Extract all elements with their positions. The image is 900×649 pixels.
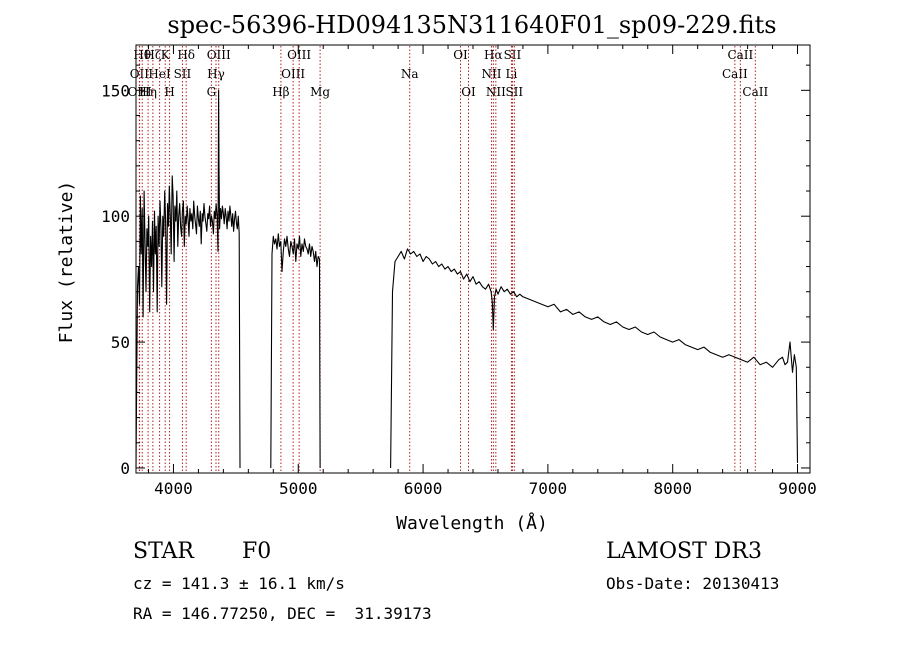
x-tick-label: 7000	[529, 479, 568, 498]
x-tick-label: 4000	[154, 479, 193, 498]
object-type: STAR	[133, 539, 194, 564]
marker-label: SII	[504, 48, 522, 62]
marker-label: Hθ	[133, 48, 151, 62]
marker-label: Mg	[310, 85, 330, 99]
marker-label: SII	[505, 85, 523, 99]
observation-date: Obs-Date: 20130413	[606, 574, 780, 593]
plot-frame	[135, 44, 811, 474]
marker-label: K	[161, 48, 171, 62]
x-tick-label: 9000	[778, 479, 817, 498]
marker-label: OI	[461, 85, 476, 99]
line-markers: OIIOIIIHθHηHζHeIKHSIIHδGHγOIIIHβOIIIOIII…	[128, 46, 768, 472]
marker-label: OIII	[287, 48, 311, 62]
survey-label: LAMOST DR3	[606, 539, 762, 564]
marker-label: CaII	[727, 48, 753, 62]
marker-label: Hβ	[272, 85, 289, 99]
marker-label: Hα	[484, 48, 503, 62]
spectrum-segment-1	[135, 89, 241, 469]
x-axis-label: Wavelength (Å)	[396, 512, 548, 534]
marker-label: G	[207, 85, 217, 99]
spectrum-segment-3	[390, 248, 799, 469]
y-tick-label: 150	[101, 81, 130, 100]
marker-label: OIII	[207, 48, 231, 62]
marker-label: Hζ	[144, 48, 161, 62]
plot-area	[135, 89, 799, 469]
spectrum-segment-2	[270, 233, 321, 469]
marker-label: Na	[401, 67, 419, 81]
marker-label: NII	[486, 85, 506, 99]
marker-label: Hγ	[207, 67, 225, 81]
spectral-subclass: F0	[242, 539, 272, 564]
marker-label: Hδ	[177, 48, 195, 62]
marker-label: HeI	[148, 67, 171, 81]
marker-label: NII	[481, 67, 501, 81]
x-tick-label: 6000	[404, 479, 443, 498]
y-tick-label: 100	[101, 207, 130, 226]
marker-label: OIII	[128, 85, 152, 99]
marker-label: SII	[174, 67, 192, 81]
x-tick-label: 8000	[653, 479, 692, 498]
y-tick-label: 0	[120, 459, 130, 478]
x-tick-label: 5000	[279, 479, 318, 498]
marker-label: CaII	[722, 67, 748, 81]
marker-label: OI	[453, 48, 468, 62]
chart-title: spec-56396-HD094135N311640F01_sp09-229.f…	[167, 11, 776, 39]
marker-label: CaII	[742, 85, 768, 99]
y-axis-label: Flux (relative)	[56, 181, 77, 344]
redshift-velocity: cz = 141.3 ± 16.1 km/s	[133, 574, 345, 593]
marker-label: Li	[506, 67, 518, 81]
marker-label: Hη	[139, 85, 157, 99]
y-tick-label: 50	[111, 333, 130, 352]
marker-label: H	[164, 85, 174, 99]
axes: 4000 5000 6000 7000 8000 9000 0 50 100 150	[101, 44, 817, 498]
coordinates: RA = 146.77250, DEC = 31.39173	[133, 604, 432, 623]
marker-label: OIII	[281, 67, 305, 81]
